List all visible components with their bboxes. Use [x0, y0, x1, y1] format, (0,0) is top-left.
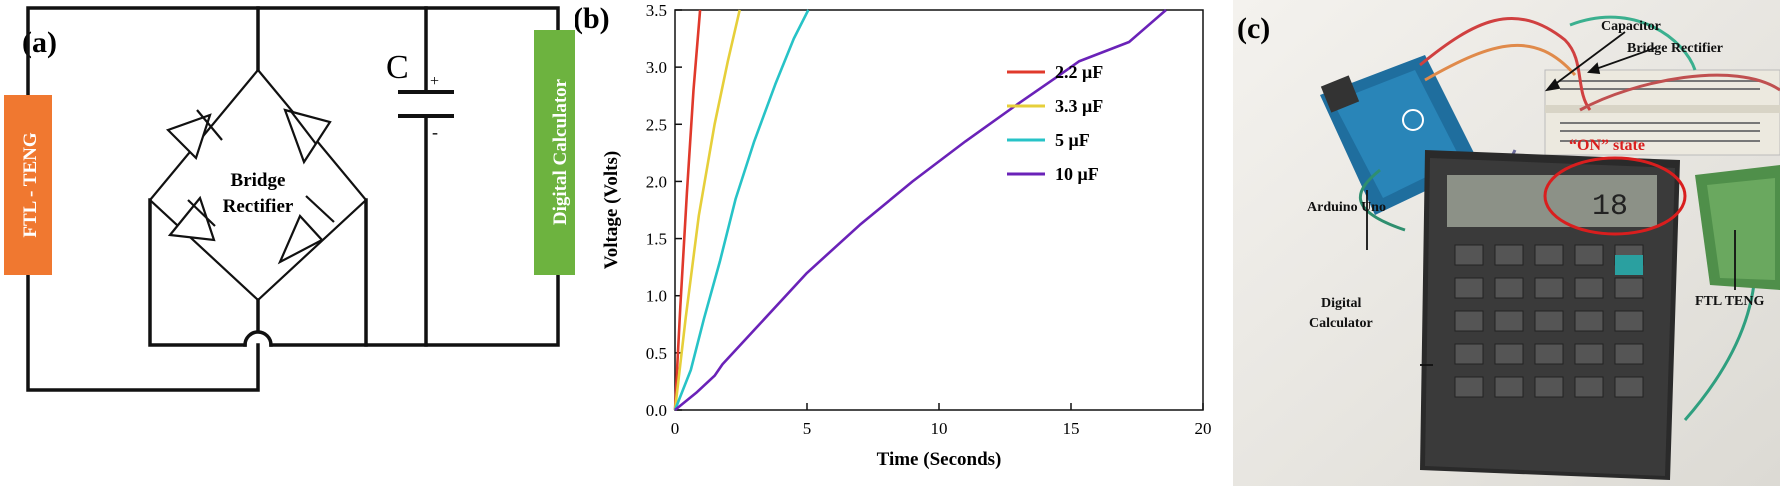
calculator-box: [534, 30, 575, 275]
teng-box: [4, 95, 52, 275]
charging-chart: (b) 0 5 10 15 20 0.0 0.5 1.0 1.5 2.0 2.5 3.0 3.5 2.2…: [575, 1, 1212, 470]
capacitor-label: C: [386, 49, 409, 86]
diode-bottom-right: [277, 195, 335, 265]
y-tick-label: 3.0: [646, 58, 667, 77]
series-line-2: [673, 9, 810, 411]
setup-photo-panel: (c): [1215, 0, 1780, 486]
capacitor-plus: +: [430, 73, 439, 90]
calculator-display: [1447, 175, 1657, 227]
y-tick-label: 0.0: [646, 401, 667, 420]
y-tick-label: 0.5: [646, 344, 667, 363]
calculator-display-value: 18: [1592, 190, 1628, 224]
x-axis-label: Time (Seconds): [877, 449, 1002, 470]
y-tick-label: 2.5: [646, 115, 667, 134]
rectifier-left-output: [148, 198, 247, 347]
x-tick-label: 15: [1063, 419, 1080, 438]
legend-label-2: 5 μF: [1055, 130, 1090, 150]
panel-b-label: (b): [575, 2, 610, 35]
legend-label-0: 2.2 μF: [1055, 62, 1103, 82]
calculator-annotation-line2: Calculator: [1309, 316, 1373, 331]
wire-crossover: [243, 330, 273, 347]
x-tick-label: 5: [803, 419, 812, 438]
breadboard-image: [1544, 69, 1780, 156]
bridge-rectifier: [148, 69, 368, 302]
y-tick-label: 1.5: [646, 230, 667, 249]
annotation-arrows: [1366, 31, 1736, 366]
panel-c-label: (c): [1237, 12, 1270, 45]
legend-label-1: 3.3 μF: [1055, 96, 1103, 116]
circuit-diagram-panel: (a) C + -: [0, 0, 575, 486]
legend: 2.2 μF 3.3 μF 5 μF 10 μF: [1007, 62, 1103, 184]
series-line-1: [673, 9, 741, 411]
series-line-0: [673, 9, 702, 411]
diode-top-left: [165, 109, 223, 161]
axis-ticks: 0 5 10 15 20 0.0 0.5 1.0 1.5 2.0 2.5 3.0 3.5: [646, 1, 1212, 438]
y-tick-label: 1.0: [646, 287, 667, 306]
ftl-teng-annotation: FTL TENG: [1695, 294, 1764, 309]
bridge-label-line1: Bridge: [231, 170, 286, 191]
ftl-teng-image: [1695, 165, 1780, 290]
x-tick-label: 20: [1195, 419, 1212, 438]
on-state-label: “ON” state: [1569, 137, 1645, 154]
top-wire: [26, 6, 560, 97]
bridge-rectifier-annotation: Bridge Rectifier: [1627, 41, 1723, 56]
calculator-box-label: Digital Calculator: [550, 78, 571, 225]
plot-frame: [674, 9, 1204, 411]
capacitor-annotation: Capacitor: [1601, 19, 1661, 34]
charging-chart-panel: (b) 0 5 10 15 20 0.0 0.5 1.0 1.5 2.0 2.5 3.0 3.5 2.2…: [575, 0, 1215, 486]
bridge-label-line2: Rectifier: [223, 196, 294, 217]
bridge-diamond: [148, 69, 368, 302]
series-line-3: [674, 9, 1167, 412]
y-tick-label: 3.5: [646, 1, 667, 20]
capacitor-minus: -: [432, 122, 438, 142]
x-tick-label: 10: [931, 419, 948, 438]
circuit-wires: [26, 6, 560, 392]
y-axis-label: Voltage (Volts): [601, 151, 622, 269]
legend-label-3: 10 μF: [1055, 164, 1099, 184]
diode-bottom-left: [167, 195, 216, 242]
calculator-image: 18: [1420, 150, 1680, 480]
setup-photo: (c): [1233, 0, 1780, 486]
circuit-diagram: (a) C + -: [4, 6, 575, 392]
diode-top-right: [283, 108, 332, 165]
arduino-annotation: Arduino Uno: [1307, 200, 1386, 215]
calculator-annotation-line1: Digital: [1321, 296, 1362, 311]
on-state-highlight: [1543, 156, 1687, 236]
bottom-return-wire: [269, 273, 560, 347]
x-tick-label: 0: [671, 419, 680, 438]
bottom-outer-wire: [26, 273, 260, 392]
y-tick-label: 2.0: [646, 172, 667, 191]
teng-box-label: FTL - TENG: [20, 132, 41, 237]
series-lines: [673, 9, 1167, 412]
